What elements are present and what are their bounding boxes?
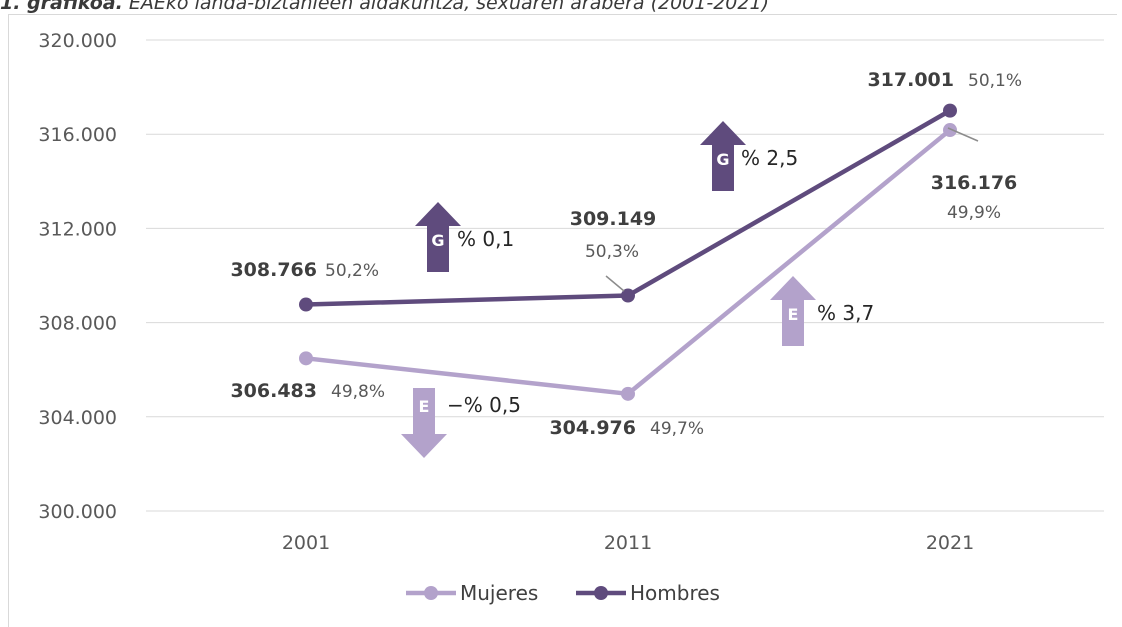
mujeres-2001-2011-arrow-down: [401, 388, 447, 458]
legend-label-mujeres: Mujeres: [460, 581, 538, 605]
hombres-2021-pct-label: 50,1%: [968, 71, 1022, 91]
data-point-hombres: [299, 297, 313, 312]
legend-label-hombres: Hombres: [630, 581, 720, 605]
legend-marker-hombres: [594, 586, 608, 600]
data-point-mujeres: [621, 386, 635, 401]
mujeres-2021-value-label: 316.176: [931, 172, 1018, 194]
change-arrows: G % 0,1 E −% 0,5 G % 2,5 E % 3,7: [401, 121, 874, 458]
legend: Mujeres Hombres: [406, 581, 720, 605]
chart-title-number: 1. grafikoa.: [0, 0, 123, 14]
data-point-hombres: [943, 103, 957, 118]
hombres-2011-value-label: 309.149: [570, 208, 657, 230]
mujeres-2011-2021-arrow-letter: E: [788, 305, 799, 324]
mujeres-2011-pct-label: 49,7%: [650, 419, 704, 439]
hombres-2001-2011-arrow-up: [415, 202, 461, 272]
y-tick-label: 312.000: [38, 218, 117, 240]
data-point-hombres: [621, 288, 635, 303]
chart-frame: [8, 14, 1117, 627]
hombres-2001-value-label: 308.766: [230, 259, 317, 281]
x-axis-ticks: 2001 2011 2021: [282, 532, 974, 554]
mujeres-2001-value-label: 306.483: [230, 380, 317, 402]
mujeres-2011-2021-arrow-up: [770, 276, 816, 346]
hombres-2001-2011-arrow-letter: G: [431, 231, 444, 250]
data-labels: 308.766 50,2% 309.149 50,3% 317.001 50,1% 306.…: [230, 69, 1022, 439]
chart-title: 1. grafikoa. EAEko landa-biztanleen alda…: [0, 0, 1122, 16]
mujeres-2021-pct-label: 49,9%: [947, 203, 1001, 223]
mujeres-2001-2011-change-text: −% 0,5: [447, 393, 521, 417]
hombres-2011-pct-label: 50,3%: [585, 242, 639, 262]
leader-line: [605, 275, 625, 292]
leader-line: [947, 127, 979, 142]
y-tick-label: 320.000: [38, 30, 117, 52]
y-tick-label: 308.000: [38, 313, 117, 335]
hombres-2011-2021-arrow-letter: G: [716, 150, 729, 169]
mujeres-2011-value-label: 304.976: [549, 417, 636, 439]
y-tick-label: 304.000: [38, 407, 117, 429]
series-lines: [299, 103, 957, 401]
hombres-2011-2021-change-text: % 2,5: [741, 146, 798, 170]
data-point-mujeres: [299, 351, 313, 366]
hombres-2001-2011-change-text: % 0,1: [457, 227, 514, 251]
hombres-2011-2021-arrow-up: [700, 121, 746, 191]
x-tick-label: 2001: [282, 532, 330, 554]
x-tick-label: 2011: [604, 532, 652, 554]
chart-title-text: EAEko landa-biztanleen aldakuntza, sexua…: [128, 0, 769, 14]
y-axis-ticks: 300.000 304.000 308.000 312.000 316.000 320.0…: [38, 30, 117, 523]
y-tick-label: 316.000: [38, 124, 117, 146]
hombres-2021-value-label: 317.001: [867, 69, 954, 91]
y-tick-label: 300.000: [38, 501, 117, 523]
mujeres-2001-pct-label: 49,8%: [331, 382, 385, 402]
mujeres-2001-2011-arrow-letter: E: [419, 397, 430, 416]
x-tick-label: 2021: [926, 532, 974, 554]
hombres-2001-pct-label: 50,2%: [325, 261, 379, 281]
legend-marker-mujeres: [424, 586, 438, 600]
mujeres-2011-2021-change-text: % 3,7: [817, 301, 874, 325]
data-point-mujeres: [943, 123, 957, 138]
